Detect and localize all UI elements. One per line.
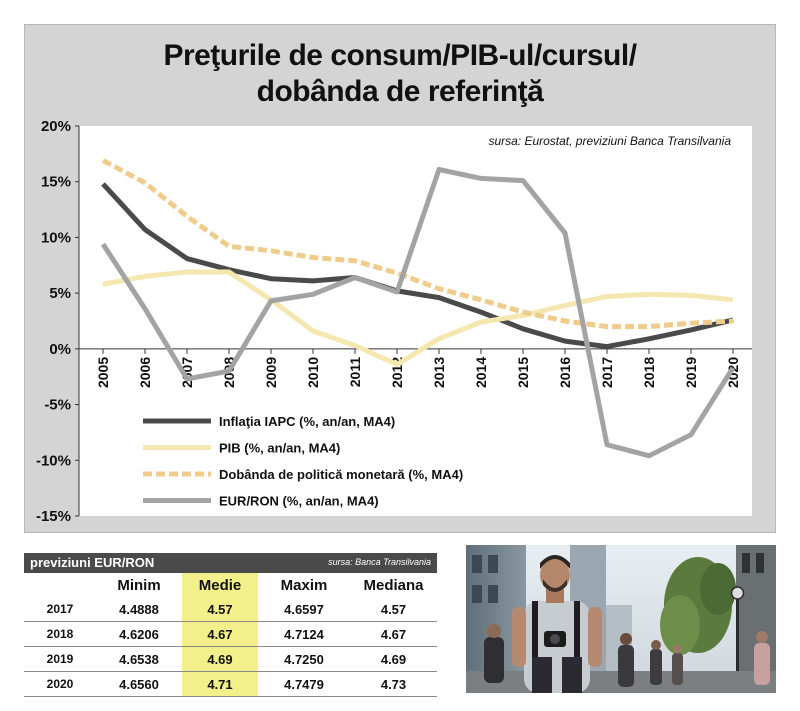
cell-median: 4.57 xyxy=(380,601,407,617)
cell-median: 4.73 xyxy=(380,676,407,692)
cell-max: 4.7479 xyxy=(284,676,324,692)
cell-mean: 4.57 xyxy=(182,597,258,621)
series-line-2 xyxy=(102,269,734,367)
x-tick-label: 2016 xyxy=(557,357,573,388)
y-tick-label: -5% xyxy=(44,397,71,414)
legend-label: Dobânda de politică monetară (%, MA4) xyxy=(219,467,463,482)
chart-title-line-2: dobânda de referinţă xyxy=(257,75,545,108)
cell-year: 2017 xyxy=(46,602,74,616)
cell-min: 4.4888 xyxy=(119,601,159,617)
cell-min: 4.6560 xyxy=(119,676,159,692)
column-header-mean: Medie xyxy=(182,573,258,597)
column-header-max: Maxim xyxy=(280,576,328,594)
column-header-median: Mediana xyxy=(363,576,424,594)
table-title: previziuni EUR/RON xyxy=(30,555,155,570)
table-column-headers: Minim Medie Maxim Mediana xyxy=(24,573,437,597)
column-header-min: Minim xyxy=(117,576,161,594)
x-tick-label: 2017 xyxy=(599,357,615,388)
x-tick-label: 2005 xyxy=(95,357,111,388)
y-tick-label: 15% xyxy=(41,174,71,191)
y-tick-label: -10% xyxy=(36,452,71,469)
line-chart: Preţurile de consum/PIB-ul/cursul/ dobân… xyxy=(36,39,752,525)
cell-max: 4.7250 xyxy=(284,651,324,667)
cell-min: 4.6206 xyxy=(119,626,159,642)
table-header: previziuni EUR/RON sursa: Banca Transilv… xyxy=(24,553,437,573)
cell-year: 2020 xyxy=(46,677,74,691)
cell-mean: 4.71 xyxy=(182,672,258,696)
x-tick-label: 2009 xyxy=(263,357,279,388)
chart-title-line-1: Preţurile de consum/PIB-ul/cursul/ xyxy=(163,39,637,72)
cell-mean: 4.69 xyxy=(182,647,258,671)
cell-year: 2019 xyxy=(46,652,74,666)
source-note: sursa: Eurostat, previziuni Banca Transi… xyxy=(488,134,731,148)
table-source: sursa: Banca Transilvania xyxy=(328,557,431,567)
legend-label: EUR/RON (%, an/an, MA4) xyxy=(219,494,379,509)
table-row: 2017 4.4888 4.57 4.6597 4.57 xyxy=(24,597,437,622)
forecast-table: previziuni EUR/RON sursa: Banca Transilv… xyxy=(24,553,437,697)
cell-mean: 4.67 xyxy=(182,622,258,646)
y-tick-label: 10% xyxy=(41,229,71,246)
cell-median: 4.69 xyxy=(380,651,407,667)
series-line-4 xyxy=(100,167,736,459)
street-photo xyxy=(466,545,776,693)
chart-panel: Preţurile de consum/PIB-ul/cursul/ dobân… xyxy=(24,24,776,533)
legend-label: Inflaţia IAPC (%, an/an, MA4) xyxy=(219,414,395,429)
legend-label: PIB (%, an/an, MA4) xyxy=(219,441,340,456)
series-line-3 xyxy=(101,158,734,330)
table-row: 2020 4.6560 4.71 4.7479 4.73 xyxy=(24,672,437,697)
table-row: 2018 4.6206 4.67 4.7124 4.67 xyxy=(24,622,437,647)
y-tick-label: -15% xyxy=(36,508,71,525)
x-tick-label: 2011 xyxy=(347,357,363,388)
y-tick-label: 0% xyxy=(49,341,71,358)
cell-max: 4.6597 xyxy=(284,601,324,617)
x-tick-label: 2019 xyxy=(683,357,699,388)
cell-max: 4.7124 xyxy=(284,626,324,642)
x-tick-label: 2018 xyxy=(641,357,657,388)
y-tick-label: 5% xyxy=(49,285,71,302)
cell-median: 4.67 xyxy=(380,626,407,642)
cell-year: 2018 xyxy=(46,627,74,641)
series-line-1 xyxy=(101,182,734,350)
x-tick-label: 2015 xyxy=(515,357,531,388)
x-tick-label: 2014 xyxy=(473,357,489,388)
column-header-year xyxy=(24,573,96,597)
table-row: 2019 4.6538 4.69 4.7250 4.69 xyxy=(24,647,437,672)
x-tick-label: 2006 xyxy=(137,357,153,388)
street-photo-illustration xyxy=(466,545,776,693)
x-tick-label: 2013 xyxy=(431,357,447,388)
x-tick-label: 2010 xyxy=(305,357,321,388)
y-tick-label: 20% xyxy=(41,118,71,135)
cell-min: 4.6538 xyxy=(119,651,159,667)
